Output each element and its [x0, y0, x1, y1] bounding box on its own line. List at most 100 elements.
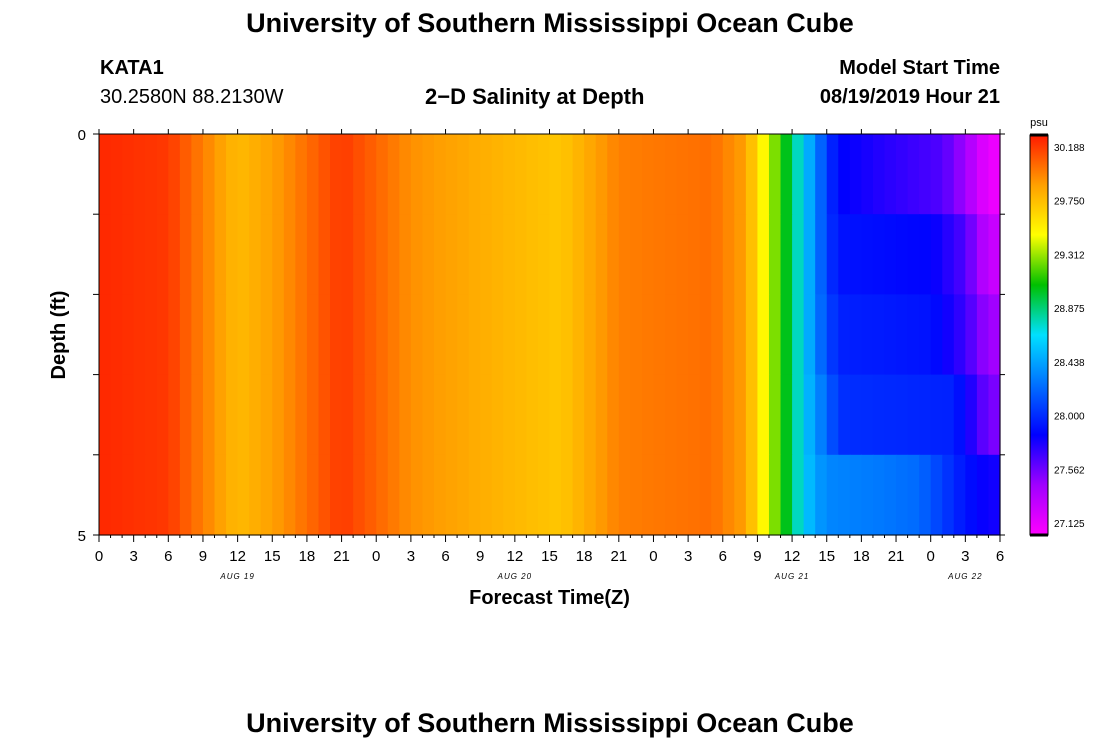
heatmap-cell	[514, 454, 527, 536]
heatmap-cell	[618, 134, 631, 215]
heatmap-cell	[330, 294, 343, 376]
heatmap-cell	[953, 294, 966, 376]
heatmap-cell	[815, 454, 828, 536]
heatmap-cell	[861, 454, 874, 536]
x-tick-label: 6	[719, 548, 727, 565]
x-tick-label: 9	[199, 548, 207, 565]
station-id: KATA1	[100, 57, 164, 79]
colorbar-tick-label: 28.875	[1054, 304, 1085, 315]
heatmap-cell	[318, 454, 331, 536]
y-tick-label: 0	[78, 127, 86, 144]
heatmap-cell	[896, 214, 909, 295]
heatmap-cell	[226, 374, 239, 456]
heatmap-cell	[953, 214, 966, 295]
heatmap-cell	[341, 294, 354, 376]
heatmap-cell	[364, 214, 377, 295]
heatmap-cell	[907, 374, 920, 456]
x-tick-label: 12	[229, 548, 246, 565]
heatmap-cell	[561, 214, 574, 295]
heatmap-cell	[803, 294, 816, 376]
heatmap-cell	[306, 454, 320, 536]
x-tick-label: 15	[264, 548, 281, 565]
heatmap-cell	[630, 134, 643, 215]
heatmap-cell	[445, 214, 458, 295]
heatmap-cell	[353, 294, 366, 376]
heatmap-cell	[595, 294, 608, 376]
heatmap-cell	[110, 374, 123, 456]
colorbar-tick-label: 28.000	[1054, 412, 1085, 423]
heatmap-cell	[537, 294, 551, 376]
heatmap-cell	[341, 374, 354, 456]
heatmap-cell	[387, 214, 400, 295]
heatmap-cell	[468, 374, 481, 456]
heatmap-cell	[168, 454, 181, 536]
heatmap-cell	[745, 134, 759, 215]
heatmap-cell	[561, 134, 574, 215]
heatmap-cell	[584, 214, 597, 295]
heatmap-cell	[110, 454, 123, 536]
heatmap-cell	[768, 134, 782, 215]
heatmap-cell	[445, 294, 458, 376]
heatmap-cell	[480, 294, 493, 376]
heatmap-cell	[168, 294, 181, 376]
heatmap-cell	[768, 214, 782, 295]
x-tick-label: 0	[927, 548, 935, 565]
heatmap-cell	[688, 454, 701, 536]
heatmap-cell	[838, 214, 851, 295]
heatmap-cell	[364, 134, 377, 215]
heatmap-cell	[792, 374, 805, 456]
heatmap-cell	[665, 374, 678, 456]
heatmap-cell	[514, 294, 527, 376]
heatmap-cell	[641, 374, 655, 456]
heatmap-cell	[537, 374, 551, 456]
heatmap-cell	[595, 374, 608, 456]
heatmap-cell	[768, 374, 782, 456]
heatmap-cell	[457, 294, 470, 376]
heatmap-cell	[572, 374, 585, 456]
colorbar-tick-label: 27.562	[1054, 465, 1085, 476]
heatmap-cell	[399, 294, 412, 376]
heatmap-cell	[734, 214, 747, 295]
heatmap-cell	[884, 454, 897, 536]
heatmap-cell	[202, 214, 216, 295]
heatmap-cell	[133, 294, 146, 376]
heatmap-cell	[122, 214, 135, 295]
heatmap-cell	[283, 214, 296, 295]
heatmap-cell	[330, 374, 343, 456]
heatmap-cell	[595, 214, 608, 295]
heatmap-cell	[976, 454, 990, 536]
heatmap-cell	[133, 454, 146, 536]
heatmap-cell	[815, 374, 828, 456]
heatmap-cell	[260, 294, 273, 376]
heatmap-cell	[156, 374, 169, 456]
heatmap-cell	[595, 134, 608, 215]
heatmap-cell	[872, 134, 886, 215]
heatmap-cell	[503, 294, 516, 376]
heatmap-cell	[607, 294, 620, 376]
x-tick-label: 15	[818, 548, 835, 565]
y-tick-label: 5	[78, 528, 86, 545]
heatmap-cell	[780, 134, 793, 215]
x-tick-label: 21	[333, 548, 350, 565]
x-tick-label: 9	[753, 548, 761, 565]
heatmap-cell	[422, 454, 435, 536]
heatmap-cell	[849, 294, 862, 376]
heatmap-cell	[249, 294, 262, 376]
heatmap-cell	[179, 294, 193, 376]
colorbar-tick-label: 27.125	[1054, 519, 1085, 530]
heatmap-cell	[214, 214, 227, 295]
heatmap-cell	[341, 454, 354, 536]
heatmap-cell	[202, 374, 216, 456]
heatmap-cell	[757, 214, 770, 295]
heatmap-cell	[976, 134, 990, 215]
heatmap-cell	[433, 134, 447, 215]
heatmap-cell	[399, 374, 412, 456]
heatmap-cell	[272, 454, 285, 536]
heatmap-cell	[965, 214, 978, 295]
heatmap-cell	[884, 374, 897, 456]
heatmap-cell	[722, 214, 735, 295]
heatmap-cell	[815, 214, 828, 295]
heatmap-cell	[272, 214, 285, 295]
colorbar-ticks: 30.188 29.750 29.312 28.875 28.438 28.000 27.5…	[1030, 133, 1085, 537]
